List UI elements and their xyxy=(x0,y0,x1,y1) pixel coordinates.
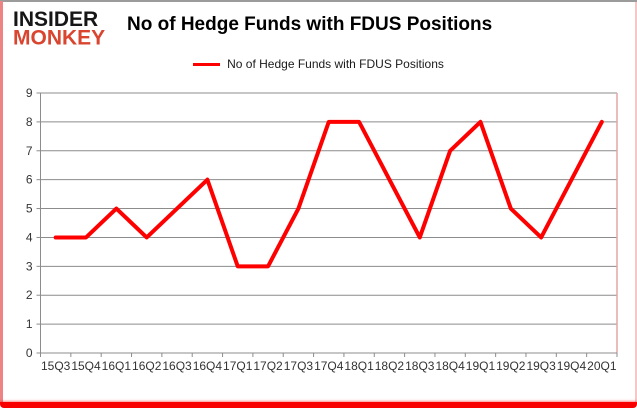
x-tick-label: 18Q4 xyxy=(435,359,465,373)
series-line xyxy=(53,119,604,269)
frame-top-edge xyxy=(0,0,637,2)
x-tick-label: 16Q4 xyxy=(193,359,223,373)
x-tick-label: 19Q3 xyxy=(526,359,556,373)
logo-line2: MONKEY xyxy=(13,25,106,50)
x-tick-label: 18Q3 xyxy=(405,359,435,373)
x-tick-label: 20Q1 xyxy=(587,359,617,373)
y-tick-label: 4 xyxy=(26,230,33,244)
frame-right-edge xyxy=(635,2,637,402)
x-tick-label: 17Q3 xyxy=(284,359,314,373)
x-tick-label: 17Q1 xyxy=(223,359,253,373)
legend: No of Hedge Funds with FDUS Positions xyxy=(0,57,637,71)
y-tick-label: 8 xyxy=(26,115,33,129)
x-tick-label: 18Q1 xyxy=(344,359,374,373)
y-tick-label: 1 xyxy=(26,317,33,331)
x-tick-label: 19Q4 xyxy=(557,359,587,373)
frame-bottom-edge xyxy=(0,402,637,408)
insider-monkey-logo: INSIDER MONKEY xyxy=(13,7,106,50)
x-tick-label: 15Q4 xyxy=(71,359,101,373)
y-tick-label: 7 xyxy=(26,144,33,158)
y-tick-label: 5 xyxy=(26,202,33,216)
y-tick-label: 0 xyxy=(26,346,33,360)
x-tick-label: 16Q2 xyxy=(132,359,162,373)
y-tick-label: 6 xyxy=(26,173,33,187)
x-tick-label: 18Q2 xyxy=(375,359,405,373)
x-tick-label: 19Q2 xyxy=(496,359,526,373)
x-tick-label: 16Q1 xyxy=(102,359,132,373)
y-tick-label: 9 xyxy=(26,86,33,100)
y-tick-label: 2 xyxy=(26,288,33,302)
legend-line-swatch xyxy=(193,62,221,66)
frame-left-edge xyxy=(0,1,3,403)
x-tick-label: 15Q3 xyxy=(41,359,71,373)
x-tick-label: 16Q3 xyxy=(162,359,192,373)
chart-title: No of Hedge Funds with FDUS Positions xyxy=(127,14,493,35)
x-tick-label: 17Q4 xyxy=(314,359,344,373)
x-tick-label: 19Q1 xyxy=(466,359,496,373)
y-tick-label: 3 xyxy=(26,259,33,273)
legend-label: No of Hedge Funds with FDUS Positions xyxy=(227,57,444,71)
x-tick-label: 17Q2 xyxy=(253,359,283,373)
logo-line1: INSIDER xyxy=(13,7,99,32)
